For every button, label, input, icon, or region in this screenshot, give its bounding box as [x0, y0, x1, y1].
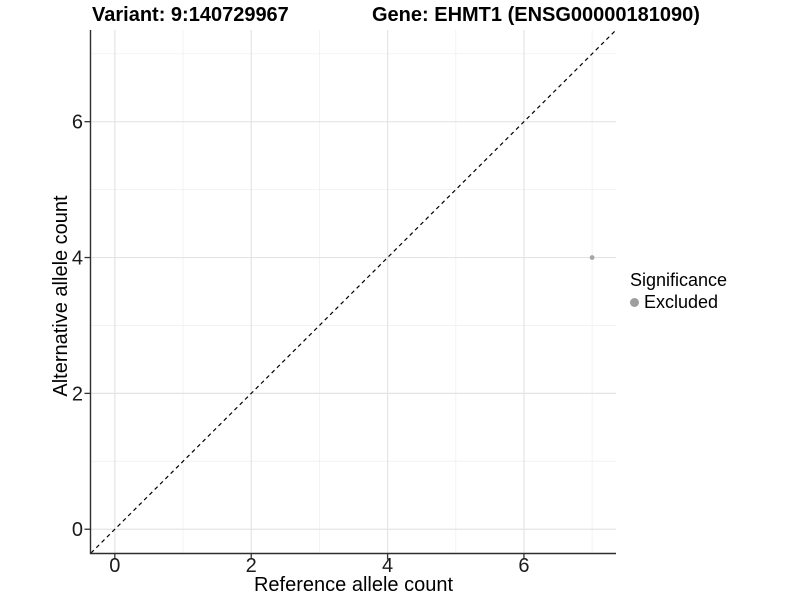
x-axis-title: Reference allele count — [253, 574, 453, 596]
y-tick-label: 2 — [72, 383, 83, 405]
legend-title: Significance — [630, 270, 728, 290]
variant-title: Variant: 9:140729967 — [92, 4, 289, 26]
legend: Significance Excluded — [630, 270, 727, 313]
y-tick-label: 6 — [72, 112, 83, 134]
identity-line — [90, 29, 617, 554]
y-tick-label: 4 — [72, 248, 83, 270]
x-tick-label: 6 — [518, 555, 529, 577]
legend-point-icon — [630, 298, 639, 307]
data-point — [589, 255, 595, 260]
x-tick-label: 2 — [246, 555, 257, 577]
legend-entry-label: Excluded — [644, 292, 719, 312]
gene-title: Gene: EHMT1 (ENSG00000181090) — [372, 4, 700, 26]
y-axis-title: Alternative allele count — [50, 195, 72, 397]
y-tick-label: 0 — [72, 519, 83, 541]
x-tick-label: 0 — [109, 555, 120, 577]
x-tick-label: 4 — [382, 555, 393, 577]
legend-entry: Excluded — [630, 292, 727, 313]
